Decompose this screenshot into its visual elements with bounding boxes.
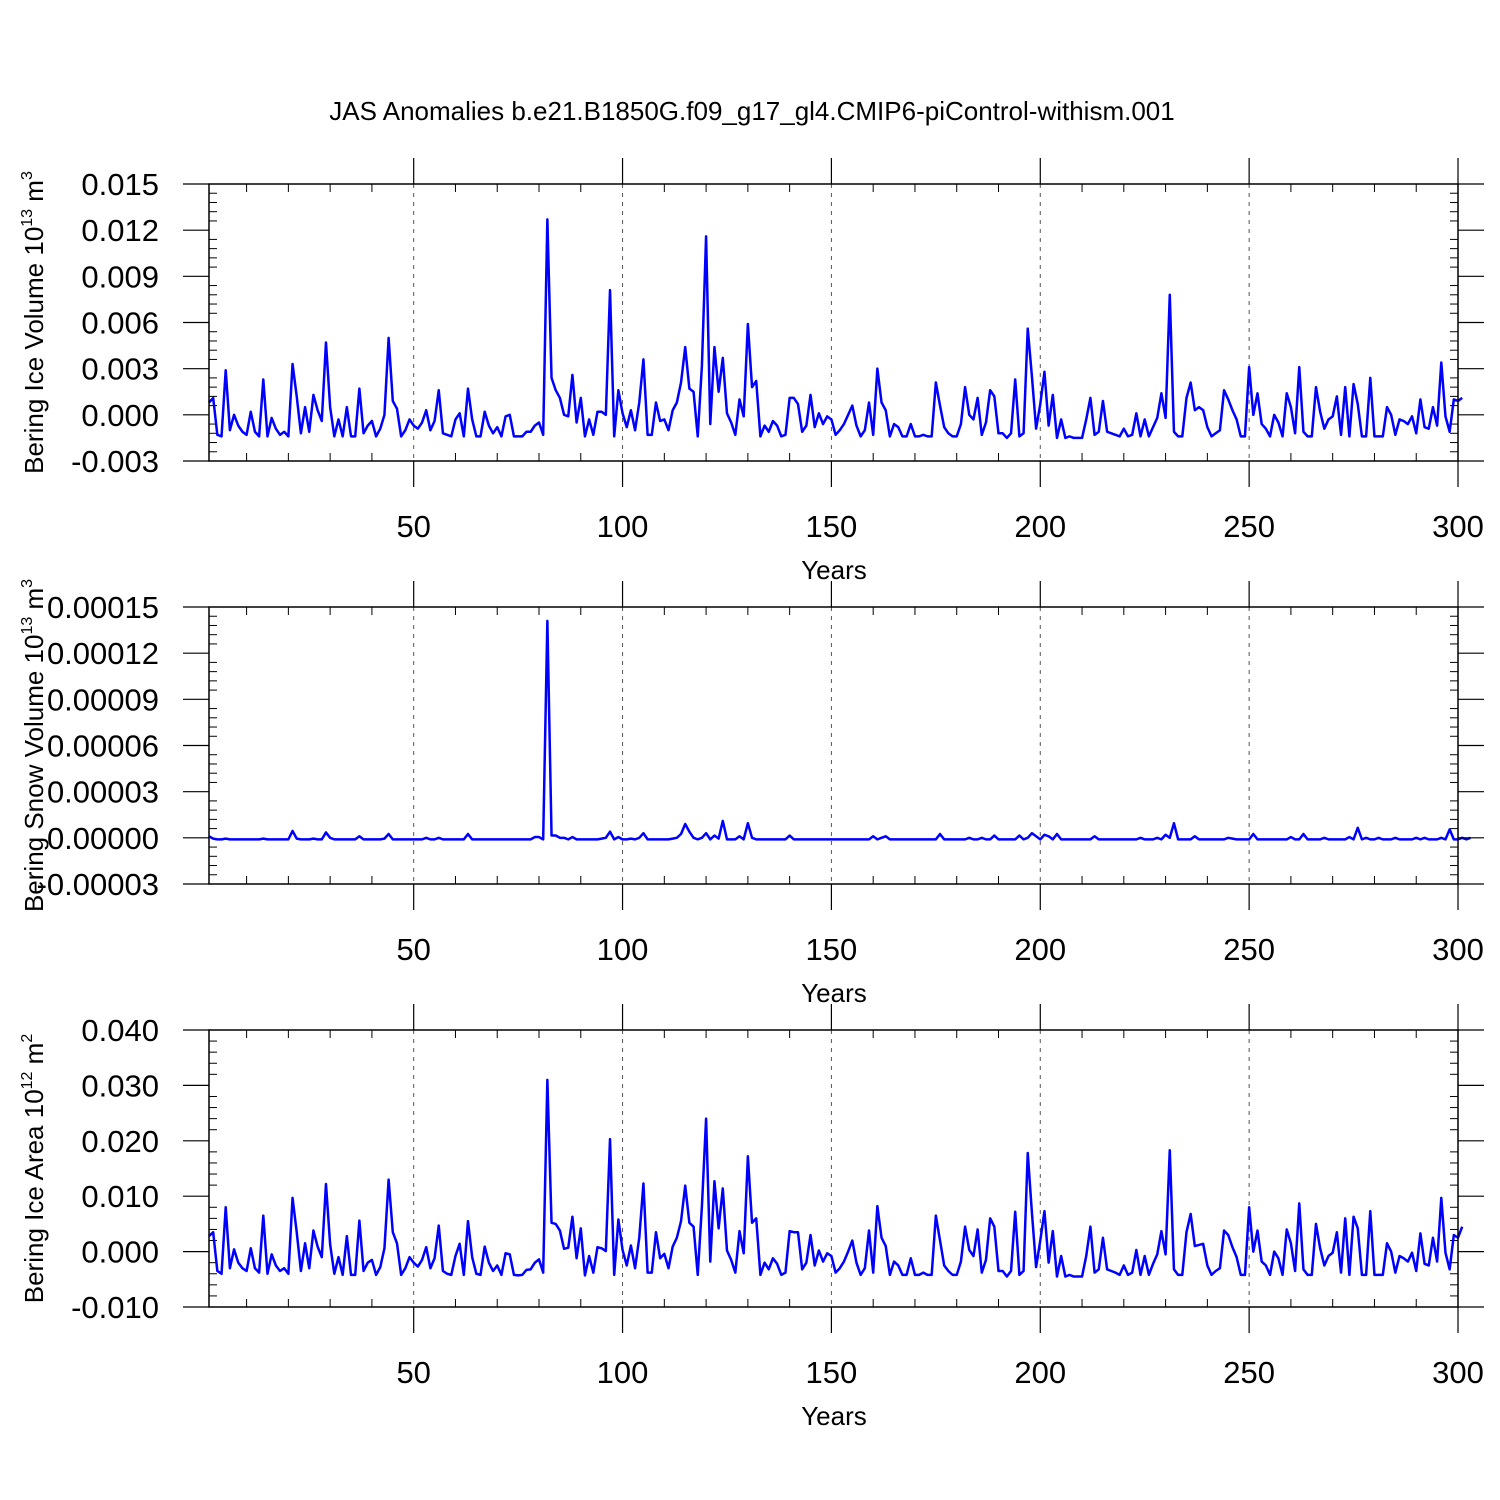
x-tick-label: 150	[806, 509, 858, 544]
y-tick-label: 0.030	[81, 1068, 159, 1103]
x-tick-label: 250	[1223, 1355, 1275, 1390]
x-tick-label: 50	[396, 932, 430, 967]
y-tick-label: -0.010	[71, 1290, 159, 1325]
y-tick-label: 0.015	[81, 167, 159, 202]
series-line	[208, 218, 1463, 440]
y-axis-label-text: Bering Ice Area 10	[19, 1089, 49, 1303]
y-tick-label: 0.012	[81, 213, 159, 248]
x-tick-label: 200	[1014, 932, 1066, 967]
y-tick-label: 0.00009	[47, 682, 159, 717]
x-tick-label: 150	[806, 932, 858, 967]
y-tick-label: -0.003	[71, 444, 159, 479]
y-axis-label-exponent: 13	[19, 209, 36, 227]
y-tick-label: 0.020	[81, 1124, 159, 1159]
y-axis-label-unit-exponent: 3	[19, 579, 36, 588]
y-tick-label: 0.040	[81, 1013, 159, 1048]
x-tick-label: 100	[597, 509, 649, 544]
panel-2: -0.00003 0.00000 0.00003 0.00006 0.00009 0.00…	[19, 579, 1484, 1008]
x-tick-label: 50	[396, 1355, 430, 1390]
y-tick-label: 0.000	[81, 1235, 159, 1270]
y-tick-label: 0.00003	[47, 775, 159, 810]
chart-title: JAS Anomalies b.e21.B1850G.f09_g17_gl4.C…	[329, 96, 1174, 126]
y-tick-label: 0.00015	[47, 590, 159, 625]
x-tick-label: 300	[1432, 1355, 1484, 1390]
x-axis-label: Years	[801, 1401, 867, 1431]
panel-1: -0.003 0.000 0.003 0.006 0.009 0.012 0.015 50 10…	[19, 158, 1484, 585]
panels: -0.003 0.000 0.003 0.006 0.009 0.012 0.015 50 10…	[19, 158, 1484, 1431]
y-axis-label-exponent: 12	[19, 1071, 36, 1089]
x-axis-label: Years	[801, 978, 867, 1008]
y-axis-label: Bering Ice Volume 1013 m3	[19, 171, 49, 474]
series-line	[208, 619, 1471, 841]
y-tick-label: 0.000	[81, 398, 159, 433]
y-axis-label-text: Bering Snow Volume 10	[19, 635, 49, 913]
y-tick-label: 0.009	[81, 259, 159, 294]
y-axis-label: Bering Ice Area 1012 m2	[19, 1034, 49, 1304]
y-axis-label-exponent: 13	[19, 617, 36, 635]
y-axis-label-unit: m	[19, 180, 49, 209]
y-tick-label: 0.006	[81, 306, 159, 341]
y-tick-label: 0.00000	[47, 821, 159, 856]
series-line	[208, 1078, 1464, 1278]
plot-frame	[208, 606, 1459, 885]
y-axis-label: Bering Snow Volume 1013 m3	[19, 579, 49, 912]
x-tick-label: 200	[1014, 509, 1066, 544]
y-tick-label: -0.00003	[37, 867, 159, 902]
x-tick-label: 100	[597, 1355, 649, 1390]
y-axis-label-unit-exponent: 2	[19, 1034, 36, 1043]
y-tick-label: 0.003	[81, 352, 159, 387]
x-tick-label: 250	[1223, 509, 1275, 544]
x-tick-label: 250	[1223, 932, 1275, 967]
y-tick-label: 0.00012	[47, 636, 159, 671]
y-axis-label-unit: m	[19, 1043, 49, 1072]
y-axis-label-unit: m	[19, 588, 49, 617]
x-tick-label: 50	[396, 509, 430, 544]
x-axis-label: Years	[801, 555, 867, 585]
x-tick-label: 100	[597, 932, 649, 967]
x-tick-label: 300	[1432, 509, 1484, 544]
plot-frame	[208, 1029, 1459, 1308]
plot-frame	[208, 183, 1459, 462]
y-axis-label-unit-exponent: 3	[19, 171, 36, 180]
y-axis-label-text: Bering Ice Volume 10	[19, 227, 49, 474]
y-tick-label: 0.00006	[47, 729, 159, 764]
x-tick-label: 200	[1014, 1355, 1066, 1390]
y-tick-label: 0.010	[81, 1179, 159, 1214]
x-tick-label: 150	[806, 1355, 858, 1390]
x-tick-label: 300	[1432, 932, 1484, 967]
panel-3: -0.010 0.000 0.010 0.020 0.030 0.040 50 100 150 2…	[19, 1004, 1484, 1431]
